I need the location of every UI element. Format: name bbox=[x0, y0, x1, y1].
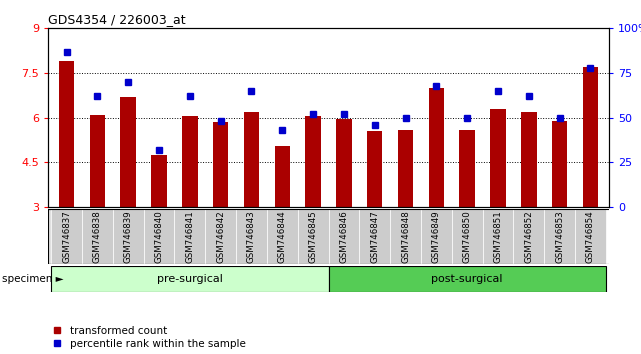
Text: GSM746839: GSM746839 bbox=[124, 211, 133, 263]
Text: GSM746843: GSM746843 bbox=[247, 211, 256, 263]
Bar bbox=[583, 67, 598, 207]
Bar bbox=[267, 209, 297, 264]
Bar bbox=[328, 209, 360, 264]
Bar bbox=[305, 116, 320, 207]
Text: GSM746851: GSM746851 bbox=[494, 211, 503, 263]
Bar bbox=[151, 155, 167, 207]
Bar bbox=[452, 209, 483, 264]
Bar bbox=[59, 61, 74, 207]
Text: GSM746850: GSM746850 bbox=[463, 211, 472, 263]
Bar bbox=[398, 130, 413, 207]
Bar bbox=[544, 209, 575, 264]
Text: specimen ►: specimen ► bbox=[2, 274, 63, 284]
Bar bbox=[552, 121, 567, 207]
Bar bbox=[460, 130, 475, 207]
Text: GSM746847: GSM746847 bbox=[370, 211, 379, 263]
Bar bbox=[521, 112, 537, 207]
Bar bbox=[182, 116, 197, 207]
Bar bbox=[328, 266, 606, 292]
Bar bbox=[513, 209, 544, 264]
Bar bbox=[274, 146, 290, 207]
Text: GSM746848: GSM746848 bbox=[401, 211, 410, 263]
Bar bbox=[337, 119, 352, 207]
Bar bbox=[51, 266, 328, 292]
Text: GSM746853: GSM746853 bbox=[555, 211, 564, 263]
Text: GSM746849: GSM746849 bbox=[432, 211, 441, 263]
Bar bbox=[297, 209, 328, 264]
Bar bbox=[90, 115, 105, 207]
Bar bbox=[144, 209, 174, 264]
Bar bbox=[421, 209, 452, 264]
Bar bbox=[51, 209, 82, 264]
Bar bbox=[360, 209, 390, 264]
Bar bbox=[205, 209, 236, 264]
Bar bbox=[575, 209, 606, 264]
Text: GSM746838: GSM746838 bbox=[93, 211, 102, 263]
Text: GSM746854: GSM746854 bbox=[586, 211, 595, 263]
Text: GSM746844: GSM746844 bbox=[278, 211, 287, 263]
Bar bbox=[174, 209, 205, 264]
Text: GSM746845: GSM746845 bbox=[308, 211, 317, 263]
Text: post-surgical: post-surgical bbox=[431, 274, 503, 284]
Bar bbox=[82, 209, 113, 264]
Bar bbox=[429, 88, 444, 207]
Text: GSM746840: GSM746840 bbox=[154, 211, 163, 263]
Bar bbox=[121, 97, 136, 207]
Bar bbox=[244, 112, 259, 207]
Bar bbox=[483, 209, 513, 264]
Bar bbox=[490, 109, 506, 207]
Text: GSM746852: GSM746852 bbox=[524, 211, 533, 263]
Text: GDS4354 / 226003_at: GDS4354 / 226003_at bbox=[48, 13, 186, 26]
Bar bbox=[367, 131, 383, 207]
Text: pre-surgical: pre-surgical bbox=[157, 274, 223, 284]
Legend: transformed count, percentile rank within the sample: transformed count, percentile rank withi… bbox=[53, 326, 246, 349]
Text: GSM746842: GSM746842 bbox=[216, 211, 225, 263]
Text: GSM746841: GSM746841 bbox=[185, 211, 194, 263]
Bar bbox=[213, 122, 228, 207]
Text: GSM746837: GSM746837 bbox=[62, 211, 71, 263]
Bar bbox=[236, 209, 267, 264]
Bar bbox=[390, 209, 421, 264]
Text: GSM746846: GSM746846 bbox=[340, 211, 349, 263]
Bar bbox=[113, 209, 144, 264]
